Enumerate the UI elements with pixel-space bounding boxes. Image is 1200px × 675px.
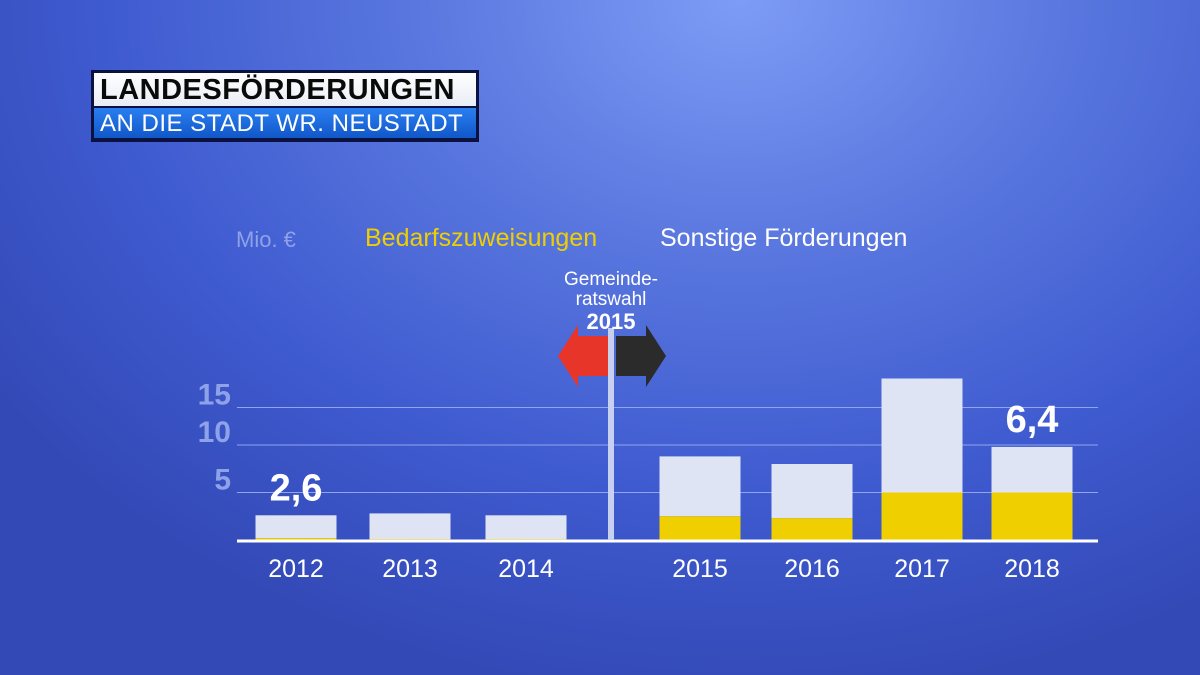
title-box: LANDESFÖRDERUNGEN AN DIE STADT WR. NEUST… bbox=[91, 70, 479, 142]
x-tick-label: 2017 bbox=[894, 555, 950, 583]
bar-sonstige bbox=[659, 456, 741, 517]
x-tick-label: 2016 bbox=[784, 555, 840, 583]
bar-sonstige bbox=[881, 378, 963, 493]
x-tick-label: 2015 bbox=[672, 555, 728, 583]
title-main: LANDESFÖRDERUNGEN bbox=[94, 73, 476, 106]
annotation-line1: Gemeinde- bbox=[564, 269, 658, 290]
legend-label: Bedarfszuweisungen bbox=[365, 224, 597, 252]
y-tick-label: 10 bbox=[198, 416, 231, 449]
bar-bedarf bbox=[881, 492, 963, 540]
bar-sonstige bbox=[255, 515, 337, 539]
divider-line bbox=[608, 328, 614, 540]
x-tick-label: 2012 bbox=[268, 555, 324, 583]
data-label: 6,4 bbox=[1006, 399, 1059, 441]
bar-bedarf bbox=[991, 492, 1073, 540]
legend-label: Sonstige Förderungen bbox=[660, 224, 907, 252]
x-tick-label: 2014 bbox=[498, 555, 554, 583]
data-label: 2,6 bbox=[270, 467, 323, 509]
bar-bedarf bbox=[771, 518, 853, 540]
y-tick-label: 15 bbox=[198, 379, 231, 412]
arrow-right-icon bbox=[616, 325, 666, 387]
annotation-year: 2015 bbox=[587, 309, 636, 334]
y-tick-label: 5 bbox=[214, 464, 231, 497]
bar-sonstige bbox=[369, 513, 451, 540]
title-sub: AN DIE STADT WR. NEUSTADT bbox=[94, 108, 476, 138]
bar-sonstige bbox=[485, 515, 567, 540]
bar-bedarf bbox=[255, 538, 337, 540]
arrow-left-icon bbox=[558, 325, 608, 387]
annotation-line2: ratswahl bbox=[576, 289, 647, 310]
bar-bedarf bbox=[659, 516, 741, 540]
bar-sonstige bbox=[991, 446, 1073, 493]
x-tick-label: 2013 bbox=[382, 555, 438, 583]
y-unit-label: Mio. € bbox=[236, 227, 296, 252]
bar-sonstige bbox=[771, 464, 853, 519]
x-tick-label: 2018 bbox=[1004, 555, 1060, 583]
